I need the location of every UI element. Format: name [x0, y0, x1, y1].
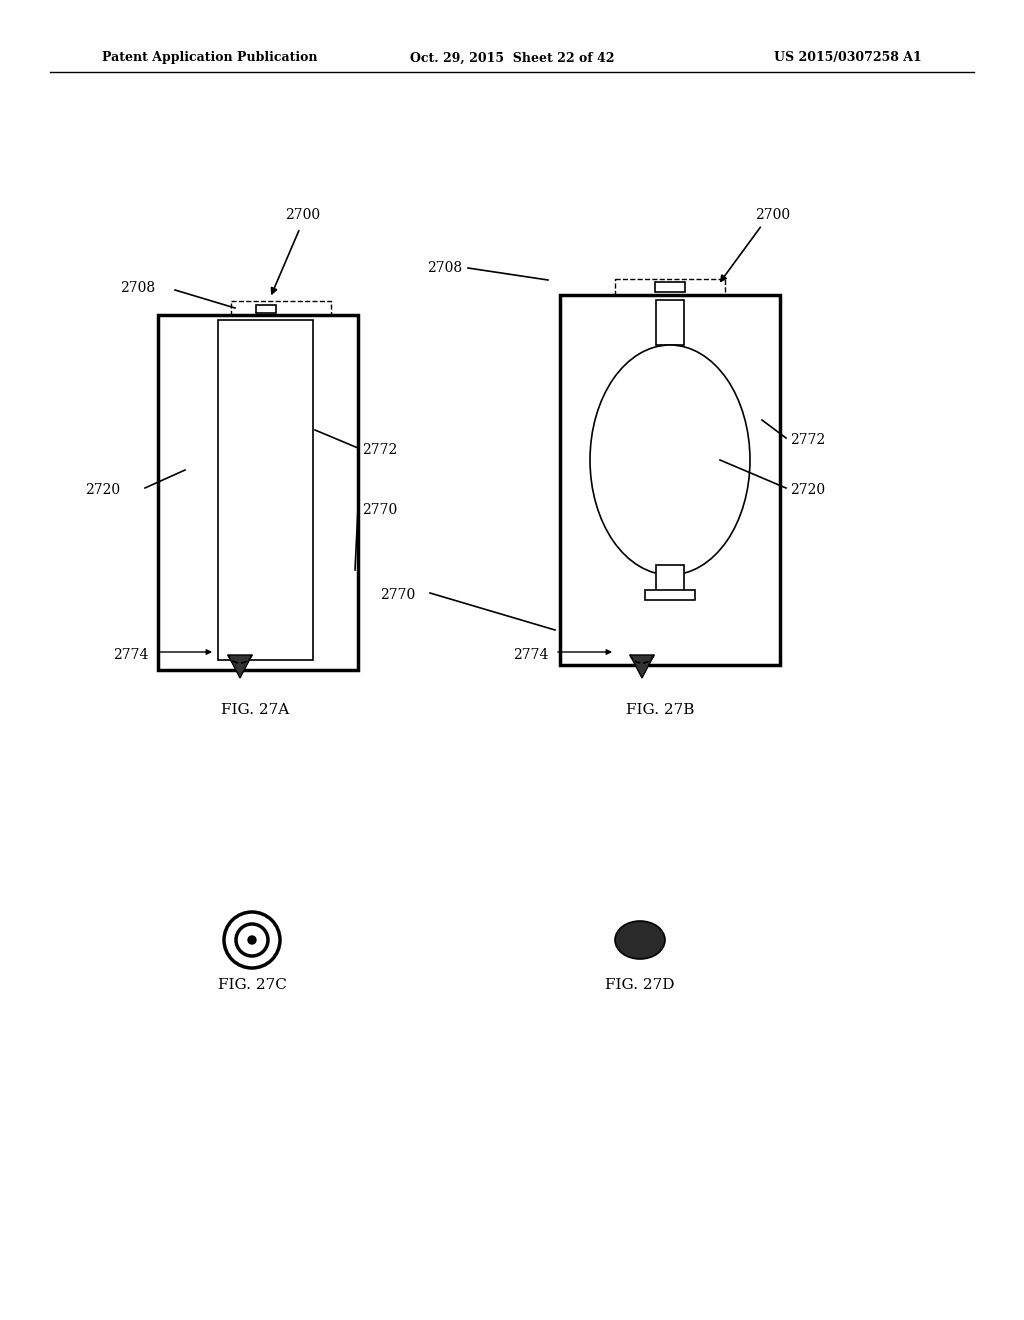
Ellipse shape [590, 345, 750, 576]
Text: FIG. 27B: FIG. 27B [626, 704, 694, 717]
Bar [615, 279, 725, 294]
Text: 2720: 2720 [790, 483, 825, 498]
Text: 2708: 2708 [120, 281, 155, 294]
Text: 2770: 2770 [380, 587, 416, 602]
Bar [256, 305, 275, 313]
Text: Oct. 29, 2015  Sheet 22 of 42: Oct. 29, 2015 Sheet 22 of 42 [410, 51, 614, 65]
Ellipse shape [615, 921, 665, 960]
Text: 2700: 2700 [285, 209, 321, 222]
Text: FIG. 27C: FIG. 27C [217, 978, 287, 993]
Text: 2774: 2774 [113, 648, 148, 663]
Text: 2772: 2772 [362, 444, 397, 457]
Polygon shape [228, 655, 252, 678]
Bar [560, 294, 780, 665]
Text: 2772: 2772 [790, 433, 825, 447]
Polygon shape [630, 655, 654, 678]
Text: FIG. 27D: FIG. 27D [605, 978, 675, 993]
Text: 2770: 2770 [362, 503, 397, 517]
Text: 2700: 2700 [755, 209, 791, 222]
Bar [230, 301, 331, 315]
Text: US 2015/0307258 A1: US 2015/0307258 A1 [774, 51, 922, 65]
Bar [656, 565, 684, 595]
Bar [645, 590, 695, 601]
Bar [218, 319, 313, 660]
Bar [655, 282, 685, 292]
Bar [656, 300, 684, 345]
Circle shape [248, 936, 256, 944]
Text: FIG. 27A: FIG. 27A [221, 704, 289, 717]
Text: 2708: 2708 [427, 261, 462, 275]
Text: Patent Application Publication: Patent Application Publication [102, 51, 317, 65]
Text: 2720: 2720 [85, 483, 120, 498]
Bar [158, 315, 358, 671]
Text: 2774: 2774 [513, 648, 548, 663]
